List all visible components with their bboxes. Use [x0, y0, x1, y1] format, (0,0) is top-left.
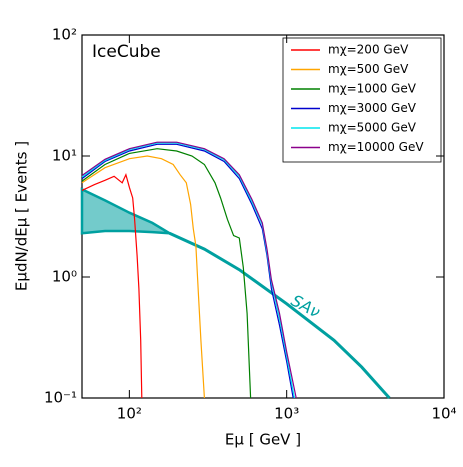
legend-label: mχ=200 GeV: [328, 43, 409, 57]
reference-band: [80, 187, 171, 235]
x-tick-label: 10²: [117, 405, 142, 423]
legend-label: mχ=5000 GeV: [328, 121, 417, 135]
annotation: IceCube: [92, 42, 161, 62]
series-line: [81, 148, 252, 399]
series-line: [81, 155, 205, 399]
y-tick-label: 10⁰: [52, 268, 77, 286]
x-axis-label: Eμ [ GeV ]: [225, 431, 301, 449]
y-axis-label: EμdN/dEμ [ Events ]: [13, 141, 31, 291]
y-tick-label: 10⁻¹: [44, 389, 77, 407]
legend-label: mχ=10000 GeV: [328, 140, 424, 154]
series-line: [81, 142, 295, 399]
y-tick-label: 10¹: [52, 147, 77, 165]
series-line: [81, 172, 143, 399]
legend-box: [282, 37, 442, 163]
legend-label: mχ=1000 GeV: [328, 82, 417, 96]
y-tick-label: 10²: [52, 26, 77, 44]
series-line: [81, 143, 294, 399]
legend-label: mχ=500 GeV: [328, 62, 409, 76]
reference-line: [168, 231, 391, 400]
x-tick-label: 10⁴: [431, 405, 456, 423]
series-line: [81, 141, 297, 399]
x-tick-label: 10³: [274, 405, 299, 423]
legend-label: mχ=3000 GeV: [328, 101, 417, 115]
